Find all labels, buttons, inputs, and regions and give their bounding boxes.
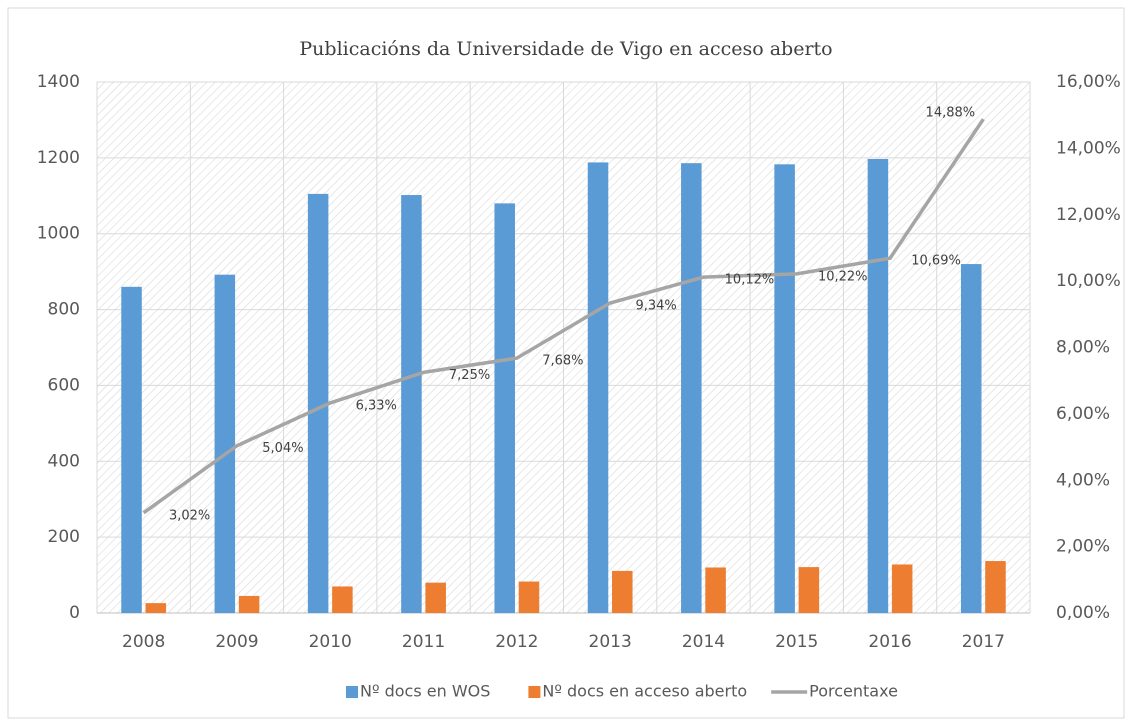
y-tick-label: 1400	[37, 72, 80, 92]
data-label: 5,04%	[262, 441, 303, 456]
y-tick-label: 600	[48, 375, 80, 395]
bar	[401, 195, 422, 613]
data-label: 7,68%	[542, 354, 583, 369]
legend-label: Nº docs en acceso aberto	[542, 682, 747, 701]
bar	[121, 286, 142, 613]
y2-tick-label: 8,00%	[1056, 338, 1110, 358]
bar	[798, 567, 820, 613]
y2-tick-label: 16,00%	[1056, 72, 1121, 92]
bar	[332, 586, 353, 613]
legend-label: Porcentaxe	[809, 682, 898, 701]
bar	[891, 564, 913, 613]
y2-tick-label: 4,00%	[1056, 470, 1110, 490]
y2-tick-label: 12,00%	[1056, 205, 1121, 225]
bar	[494, 203, 515, 613]
legend-label: Nº docs en WOS	[360, 682, 490, 701]
y-tick-label: 1200	[37, 148, 80, 168]
bar	[774, 164, 795, 613]
data-label: 3,02%	[169, 508, 210, 523]
bar	[960, 264, 982, 613]
y2-tick-label: 6,00%	[1056, 404, 1110, 424]
data-label: 10,22%	[818, 269, 868, 284]
x-tick-label: 2015	[775, 632, 818, 652]
bar	[867, 158, 889, 613]
bar	[145, 603, 167, 613]
y-tick-label: 800	[48, 300, 80, 320]
bar	[307, 193, 329, 613]
bar	[705, 567, 726, 613]
bar	[612, 570, 633, 613]
data-label: 14,88%	[926, 106, 976, 121]
y-tick-label: 200	[48, 527, 80, 547]
bar	[985, 561, 1006, 613]
bar	[214, 274, 236, 613]
x-tick-label: 2013	[589, 632, 632, 652]
x-tick-label: 2017	[962, 632, 1005, 652]
line-series	[142, 118, 985, 515]
bar	[681, 163, 702, 613]
y-tick-label: 0	[69, 603, 80, 623]
bar	[425, 582, 446, 613]
bar	[587, 162, 609, 613]
data-label: 7,25%	[449, 368, 490, 383]
x-tick-label: 2009	[215, 632, 258, 652]
x-tick-label: 2016	[868, 632, 911, 652]
legend-swatch	[346, 686, 358, 698]
x-tick-label: 2012	[495, 632, 538, 652]
chart-title: Publicacións da Universidade de Vigo en …	[299, 38, 832, 60]
x-tick-label: 2011	[402, 632, 445, 652]
bar	[238, 595, 260, 613]
y-tick-label: 1000	[37, 224, 80, 244]
y2-tick-label: 10,00%	[1056, 271, 1121, 291]
data-label: 10,12%	[725, 273, 775, 288]
legend-swatch	[528, 686, 541, 698]
y2-tick-label: 14,00%	[1056, 138, 1121, 158]
y2-tick-label: 0,00%	[1056, 603, 1110, 623]
data-label: 10,69%	[911, 254, 961, 269]
x-tick-label: 2008	[122, 632, 165, 652]
y-tick-label: 400	[48, 451, 80, 471]
data-label: 9,34%	[635, 299, 676, 314]
bar	[518, 581, 540, 613]
x-tick-label: 2010	[309, 632, 352, 652]
data-label: 6,33%	[356, 398, 397, 413]
y2-tick-label: 2,00%	[1056, 537, 1110, 557]
x-tick-label: 2014	[682, 632, 725, 652]
